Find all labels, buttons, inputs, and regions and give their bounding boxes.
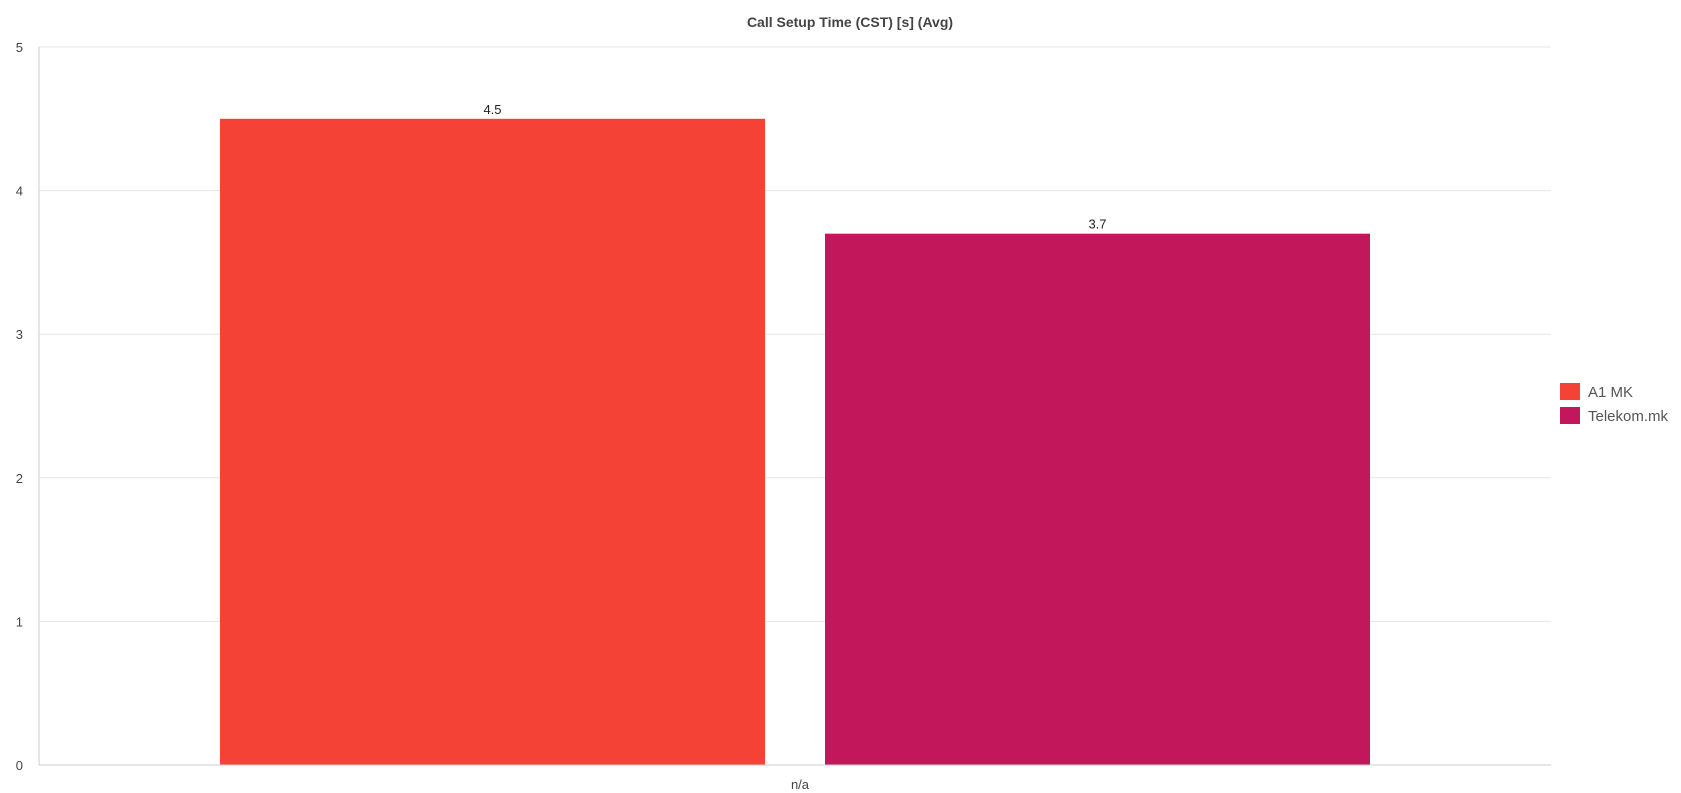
legend: A1 MK Telekom.mk xyxy=(1560,383,1669,425)
y-axis-ticks: 0 1 2 3 4 5 xyxy=(16,40,23,773)
legend-swatch xyxy=(1560,383,1580,400)
bar-telekom-mk[interactable] xyxy=(825,233,1370,765)
x-category-label: n/a xyxy=(791,777,810,792)
y-tick-label: 0 xyxy=(16,758,23,773)
legend-swatch xyxy=(1560,407,1580,424)
data-label: 3.7 xyxy=(1088,217,1106,232)
legend-item[interactable]: Telekom.mk xyxy=(1560,407,1669,425)
data-labels: 4.5 3.7 xyxy=(483,102,1106,232)
bars xyxy=(220,118,1370,766)
y-tick-label: 3 xyxy=(16,327,23,342)
y-tick-label: 5 xyxy=(16,40,23,55)
chart-title: Call Setup Time (CST) [s] (Avg) xyxy=(747,14,953,30)
data-label: 4.5 xyxy=(483,102,501,117)
bar-a1-mk[interactable] xyxy=(220,118,765,766)
legend-label: A1 MK xyxy=(1588,384,1633,401)
y-tick-label: 1 xyxy=(16,614,23,629)
legend-label: Telekom.mk xyxy=(1588,408,1669,425)
y-tick-label: 4 xyxy=(16,184,23,199)
legend-item[interactable]: A1 MK xyxy=(1560,383,1633,401)
x-axis-categories: n/a xyxy=(791,777,810,792)
y-tick-label: 2 xyxy=(16,471,23,486)
